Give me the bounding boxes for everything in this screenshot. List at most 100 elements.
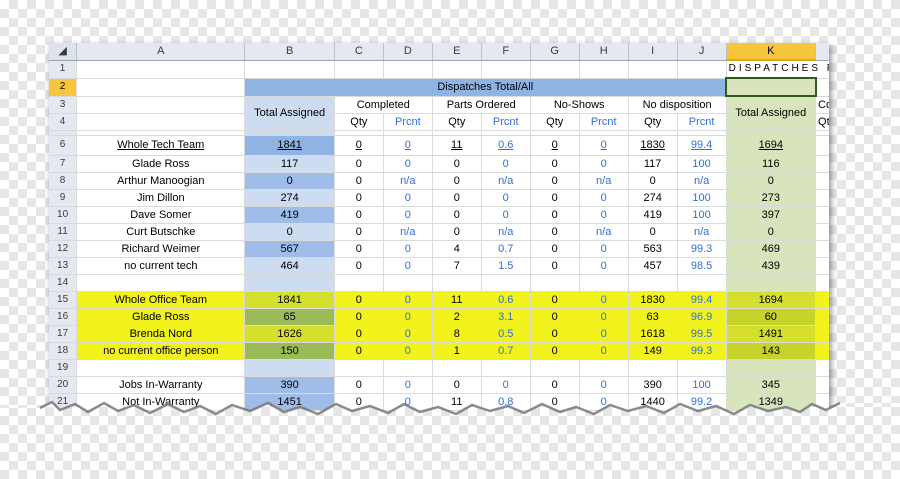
- cell-nodisp-qty[interactable]: 457: [628, 257, 678, 275]
- cell-total-assigned[interactable]: 0: [244, 172, 335, 190]
- cell-parts-pct[interactable]: 0.8: [481, 393, 531, 411]
- cell-nodisp-pct[interactable]: 100: [677, 376, 727, 394]
- cell-noshow-pct[interactable]: 0: [579, 342, 629, 360]
- cell-parts-qty[interactable]: 0: [432, 206, 482, 224]
- cell-parts-pct[interactable]: 0.6: [481, 291, 531, 309]
- cell-nodisp-pct[interactable]: 99.5: [677, 325, 727, 343]
- cell-total-assigned[interactable]: 419: [244, 206, 335, 224]
- row-number[interactable]: 17: [49, 325, 78, 343]
- cell-noshow-pct[interactable]: 0: [579, 155, 629, 173]
- col-header-g[interactable]: G: [530, 43, 580, 61]
- cell-l[interactable]: 0: [815, 135, 829, 156]
- cell-nodisp-pct[interactable]: 100: [677, 206, 727, 224]
- cell-parts-pct[interactable]: 0: [481, 376, 531, 394]
- row-number[interactable]: 4: [49, 113, 78, 131]
- cell-k-total[interactable]: 143: [726, 342, 817, 360]
- cell-noshow-pct[interactable]: n/a: [579, 172, 629, 190]
- cell-name[interactable]: Whole Tech Team: [76, 135, 246, 156]
- cell-completed-qty[interactable]: 0: [334, 189, 384, 207]
- cell-k-total[interactable]: 397: [726, 206, 817, 224]
- cell-total-assigned[interactable]: 1841: [244, 291, 335, 309]
- row-number[interactable]: 8: [49, 172, 78, 190]
- cell-noshow-pct[interactable]: 0: [579, 325, 629, 343]
- cell-completed-qty[interactable]: 0: [334, 172, 384, 190]
- col-header-b[interactable]: B: [244, 43, 335, 61]
- cell-total-assigned[interactable]: 117: [244, 155, 335, 173]
- row-number[interactable]: 19: [49, 359, 78, 377]
- row-number[interactable]: 18: [49, 342, 78, 360]
- cell-parts-qty[interactable]: 0: [432, 189, 482, 207]
- col-header-a[interactable]: A: [76, 43, 246, 61]
- row-number[interactable]: 3: [49, 96, 78, 114]
- cell-l[interactable]: 0: [815, 223, 829, 241]
- cell-nodisp-pct[interactable]: 100: [677, 155, 727, 173]
- col-header-j[interactable]: J: [677, 43, 727, 61]
- cell-nodisp-pct[interactable]: 96.9: [677, 308, 727, 326]
- cell-parts-pct[interactable]: 0.7: [481, 240, 531, 258]
- cell-completed-pct[interactable]: 0: [383, 291, 433, 309]
- cell-total-assigned[interactable]: 1626: [244, 325, 335, 343]
- cell-noshow-qty[interactable]: 0: [530, 342, 580, 360]
- cell-noshow-pct[interactable]: 0: [579, 291, 629, 309]
- cell-total-assigned[interactable]: 1841: [244, 135, 335, 156]
- cell-completed-qty[interactable]: 0: [334, 155, 384, 173]
- cell-parts-pct[interactable]: 0: [481, 206, 531, 224]
- cell-completed-qty[interactable]: 0: [334, 240, 384, 258]
- cell-total-assigned[interactable]: 390: [244, 376, 335, 394]
- cell-k-total[interactable]: 0: [726, 223, 817, 241]
- cell-parts-qty[interactable]: 0: [432, 155, 482, 173]
- cell-name[interactable]: no current tech: [76, 257, 246, 275]
- cell-nodisp-qty[interactable]: 419: [628, 206, 678, 224]
- cell-nodisp-qty[interactable]: 0: [628, 172, 678, 190]
- spreadsheet-grid[interactable]: ◢ A B C D E F G H I J K L 1 DISPATCHES P…: [49, 43, 829, 421]
- cell-k-total[interactable]: 116: [726, 155, 817, 173]
- cell-l[interactable]: 0: [815, 291, 829, 309]
- cell-k-total[interactable]: 273: [726, 189, 817, 207]
- cell-parts-qty[interactable]: 11: [432, 135, 482, 156]
- cell-name[interactable]: Curt Butschke: [76, 223, 246, 241]
- cell-name[interactable]: Whole Office Team: [76, 291, 246, 309]
- cell-parts-pct[interactable]: 0.7: [481, 342, 531, 360]
- row-number[interactable]: 14: [49, 274, 78, 292]
- cell-l[interactable]: 0: [815, 325, 829, 343]
- cell-nodisp-pct[interactable]: 98.5: [677, 257, 727, 275]
- cell-l[interactable]: 0: [815, 155, 829, 173]
- cell-noshow-qty[interactable]: 0: [530, 155, 580, 173]
- cell-k-total[interactable]: 469: [726, 240, 817, 258]
- cell-k-total[interactable]: 60: [726, 308, 817, 326]
- cell-completed-pct[interactable]: 0: [383, 189, 433, 207]
- row-number[interactable]: 15: [49, 291, 78, 309]
- cell-k-total[interactable]: 1694: [726, 135, 817, 156]
- col-header-d[interactable]: D: [383, 43, 433, 61]
- cell-name[interactable]: no current office person: [76, 342, 246, 360]
- cell-parts-qty[interactable]: 7: [432, 257, 482, 275]
- row-number[interactable]: 20: [49, 376, 78, 394]
- cell-completed-qty[interactable]: 0: [334, 135, 384, 156]
- cell-completed-qty[interactable]: 0: [334, 325, 384, 343]
- col-header-c[interactable]: C: [334, 43, 384, 61]
- cell-l[interactable]: 0: [815, 172, 829, 190]
- cell-name[interactable]: Richard Weimer: [76, 240, 246, 258]
- cell-noshow-pct[interactable]: 0: [579, 240, 629, 258]
- cell-k-total[interactable]: 439: [726, 257, 817, 275]
- cell-nodisp-qty[interactable]: 274: [628, 189, 678, 207]
- cell-l[interactable]: 0: [815, 257, 829, 275]
- cell-noshow-qty[interactable]: 0: [530, 135, 580, 156]
- col-header-h[interactable]: H: [579, 43, 629, 61]
- row-number[interactable]: 12: [49, 240, 78, 258]
- cell-nodisp-qty[interactable]: 563: [628, 240, 678, 258]
- cell-parts-pct[interactable]: 0.5: [481, 325, 531, 343]
- row-number[interactable]: 13: [49, 257, 78, 275]
- cell-completed-pct[interactable]: n/a: [383, 172, 433, 190]
- cell-nodisp-pct[interactable]: 99.4: [677, 135, 727, 156]
- cell-k-total[interactable]: 0: [726, 172, 817, 190]
- cell-completed-qty[interactable]: 0: [334, 308, 384, 326]
- cell-l[interactable]: 0: [815, 206, 829, 224]
- cell-total-assigned[interactable]: 274: [244, 189, 335, 207]
- cell-noshow-qty[interactable]: 0: [530, 172, 580, 190]
- cell-completed-pct[interactable]: 0: [383, 240, 433, 258]
- cell-total-assigned[interactable]: 150: [244, 342, 335, 360]
- cell-noshow-pct[interactable]: n/a: [579, 223, 629, 241]
- cell-completed-pct[interactable]: 0: [383, 342, 433, 360]
- cell-noshow-pct[interactable]: 0: [579, 206, 629, 224]
